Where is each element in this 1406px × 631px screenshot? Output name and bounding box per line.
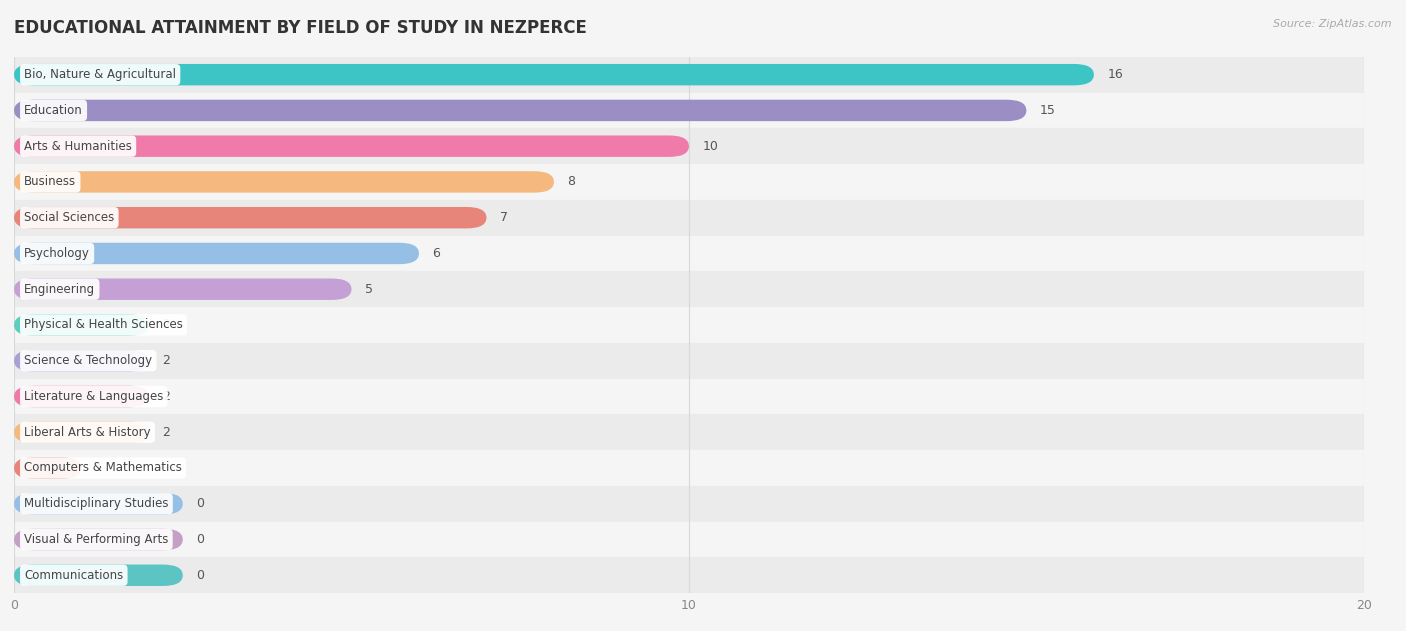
Bar <box>14 486 1364 522</box>
FancyBboxPatch shape <box>14 422 149 443</box>
FancyBboxPatch shape <box>14 350 149 372</box>
Bar <box>14 128 1364 164</box>
Text: 16: 16 <box>1108 68 1123 81</box>
Bar <box>14 307 1364 343</box>
Bar <box>14 379 1364 415</box>
Text: 2: 2 <box>163 354 170 367</box>
Text: EDUCATIONAL ATTAINMENT BY FIELD OF STUDY IN NEZPERCE: EDUCATIONAL ATTAINMENT BY FIELD OF STUDY… <box>14 19 586 37</box>
FancyBboxPatch shape <box>14 386 149 407</box>
Text: Business: Business <box>24 175 76 189</box>
Text: Engineering: Engineering <box>24 283 96 296</box>
FancyBboxPatch shape <box>14 136 689 157</box>
Text: Physical & Health Sciences: Physical & Health Sciences <box>24 319 183 331</box>
Text: Multidisciplinary Studies: Multidisciplinary Studies <box>24 497 169 510</box>
Text: 0: 0 <box>197 533 204 546</box>
FancyBboxPatch shape <box>14 100 1026 121</box>
Bar <box>14 415 1364 450</box>
Text: Liberal Arts & History: Liberal Arts & History <box>24 426 150 439</box>
Text: 5: 5 <box>366 283 373 296</box>
Text: Arts & Humanities: Arts & Humanities <box>24 139 132 153</box>
Bar <box>14 200 1364 235</box>
Text: 8: 8 <box>568 175 575 189</box>
FancyBboxPatch shape <box>14 64 1094 85</box>
Text: Psychology: Psychology <box>24 247 90 260</box>
Text: Literature & Languages: Literature & Languages <box>24 390 163 403</box>
Text: 0: 0 <box>197 497 204 510</box>
Text: Education: Education <box>24 104 83 117</box>
Text: 2: 2 <box>163 390 170 403</box>
FancyBboxPatch shape <box>14 207 486 228</box>
FancyBboxPatch shape <box>14 493 183 514</box>
Bar <box>14 557 1364 593</box>
FancyBboxPatch shape <box>14 171 554 192</box>
Text: 0: 0 <box>197 569 204 582</box>
FancyBboxPatch shape <box>14 457 82 479</box>
Text: 10: 10 <box>703 139 718 153</box>
FancyBboxPatch shape <box>14 314 149 336</box>
Bar <box>14 93 1364 128</box>
Bar <box>14 343 1364 379</box>
Bar <box>14 522 1364 557</box>
Bar <box>14 57 1364 93</box>
Bar <box>14 271 1364 307</box>
Text: 6: 6 <box>433 247 440 260</box>
Text: Source: ZipAtlas.com: Source: ZipAtlas.com <box>1274 19 1392 29</box>
FancyBboxPatch shape <box>14 278 352 300</box>
Text: Computers & Mathematics: Computers & Mathematics <box>24 461 181 475</box>
Text: 1: 1 <box>96 461 103 475</box>
Text: 2: 2 <box>163 319 170 331</box>
Bar <box>14 164 1364 200</box>
Text: Communications: Communications <box>24 569 124 582</box>
FancyBboxPatch shape <box>14 529 183 550</box>
Bar <box>14 235 1364 271</box>
FancyBboxPatch shape <box>14 243 419 264</box>
Bar <box>14 450 1364 486</box>
Text: Visual & Performing Arts: Visual & Performing Arts <box>24 533 169 546</box>
Text: 15: 15 <box>1040 104 1056 117</box>
Text: Social Sciences: Social Sciences <box>24 211 114 224</box>
Text: 7: 7 <box>501 211 508 224</box>
Text: Science & Technology: Science & Technology <box>24 354 152 367</box>
Text: 2: 2 <box>163 426 170 439</box>
FancyBboxPatch shape <box>14 565 183 586</box>
Text: Bio, Nature & Agricultural: Bio, Nature & Agricultural <box>24 68 176 81</box>
